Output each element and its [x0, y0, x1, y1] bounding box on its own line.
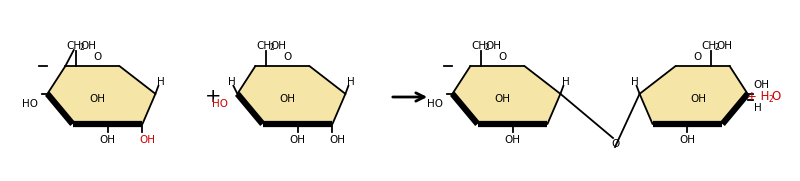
Text: +: +	[205, 87, 222, 106]
Text: 2: 2	[485, 43, 489, 52]
Text: OH: OH	[330, 135, 346, 145]
Text: O: O	[94, 52, 102, 62]
Text: OH: OH	[139, 135, 155, 145]
Text: OH: OH	[270, 41, 287, 51]
Text: 2: 2	[715, 43, 719, 52]
Text: + H: + H	[747, 90, 769, 104]
Text: OH: OH	[679, 135, 695, 145]
Text: OH: OH	[81, 41, 97, 51]
Text: OH: OH	[486, 41, 502, 51]
Text: OH: OH	[754, 80, 770, 90]
Text: H: H	[346, 77, 354, 87]
Text: OH: OH	[89, 94, 105, 104]
Text: H: H	[754, 103, 762, 113]
Text: O: O	[771, 90, 781, 104]
Text: O: O	[694, 52, 702, 62]
Polygon shape	[453, 66, 560, 124]
Text: OH: OH	[716, 41, 732, 51]
Text: 2: 2	[270, 43, 274, 52]
Text: CH: CH	[66, 41, 82, 51]
Text: H: H	[157, 77, 164, 87]
Polygon shape	[238, 66, 346, 124]
Text: HO: HO	[213, 99, 229, 109]
Text: OH: OH	[494, 94, 510, 104]
Text: 2: 2	[769, 94, 774, 104]
Text: H: H	[562, 77, 570, 87]
Text: OH: OH	[99, 135, 115, 145]
Text: 2: 2	[79, 43, 84, 52]
Polygon shape	[640, 66, 747, 124]
Text: OH: OH	[279, 94, 295, 104]
Text: CH: CH	[702, 41, 717, 51]
Text: HO: HO	[427, 99, 443, 109]
Text: H: H	[630, 77, 638, 87]
Text: OH: OH	[290, 135, 306, 145]
Text: O: O	[611, 139, 619, 149]
Text: CH: CH	[471, 41, 486, 51]
Text: OH: OH	[505, 135, 521, 145]
Polygon shape	[47, 66, 155, 124]
Text: O: O	[283, 52, 291, 62]
Text: O: O	[498, 52, 506, 62]
Text: CH: CH	[256, 41, 271, 51]
Text: OH: OH	[690, 94, 706, 104]
Text: HO: HO	[22, 99, 38, 109]
Text: H: H	[227, 77, 235, 87]
